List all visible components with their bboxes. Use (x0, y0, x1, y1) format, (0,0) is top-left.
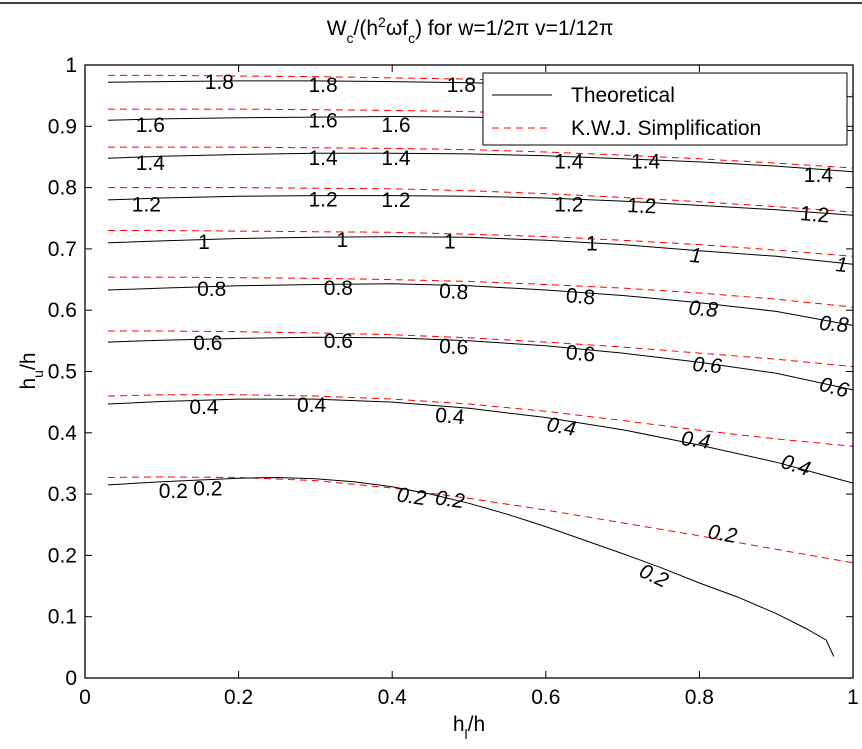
contour-label: 0.8 (565, 284, 596, 309)
contour-label: 0.4 (189, 396, 219, 419)
y-tick-label: 0.5 (48, 361, 77, 384)
x-tick-label: 0.4 (378, 686, 408, 709)
contour-label: 1.2 (308, 189, 337, 212)
y-tick-label: 0.4 (48, 422, 78, 445)
contour-label: 1.2 (627, 194, 657, 218)
contour-label: 1.4 (631, 151, 661, 174)
contour-label: 0.4 (434, 404, 465, 429)
y-tick-label: 0 (65, 667, 77, 690)
legend-label-theoretical: Theoretical (571, 84, 675, 107)
contour-label: 1.8 (447, 74, 476, 97)
contour-label: 0.6 (692, 353, 723, 378)
y-tick-label: 0.6 (48, 299, 77, 322)
contour-label: 0.8 (688, 297, 719, 322)
contour-label: 1.4 (308, 147, 338, 170)
contour-label: 0.6 (565, 341, 596, 366)
contour-label: 1.4 (381, 147, 411, 170)
y-tick-label: 0.3 (48, 483, 77, 506)
y-tick-label: 0.1 (48, 606, 77, 629)
contour-label: 1.2 (132, 194, 161, 217)
contour-label: 0.8 (197, 278, 226, 301)
contour-label: 0.6 (193, 332, 222, 355)
contour-label: 1.8 (308, 74, 337, 97)
x-tick-label: 0.2 (224, 686, 253, 709)
plot-area (85, 65, 853, 678)
contour-label: 1.4 (136, 152, 166, 175)
contour-label: 0.8 (818, 312, 849, 337)
x-tick-label: 0.8 (685, 686, 714, 709)
contour-label: 1.2 (554, 194, 583, 217)
contour-label: 1 (586, 233, 598, 256)
y-tick-label: 0.2 (48, 544, 77, 567)
contour-label: 1.4 (804, 164, 834, 187)
y-tick-label: 0.9 (48, 115, 77, 138)
contour-label: 0.2 (159, 480, 188, 503)
contour-label: 0.2 (434, 486, 466, 513)
contour-label: 1 (689, 244, 703, 268)
contour-label: 0.8 (324, 277, 353, 300)
contour-label: 1.6 (136, 114, 165, 137)
contour-label: 1.2 (799, 202, 830, 227)
contour-label: 0.2 (395, 483, 427, 510)
y-tick-label: 0.7 (48, 238, 77, 261)
contour-label: 1 (336, 229, 348, 252)
contour-label: 1.8 (205, 71, 234, 94)
x-tick-label: 1 (847, 686, 859, 709)
x-tick-label: 0 (79, 686, 91, 709)
contour-label: 1.6 (308, 110, 337, 133)
contour-label: 1 (835, 253, 849, 277)
contour-label: 0.8 (438, 280, 468, 304)
legend: Theoretical K.W.J. Simplification (483, 73, 847, 145)
contour-label: 0.4 (297, 394, 327, 417)
contour-label: 0.4 (680, 427, 712, 454)
y-tick-label: 1 (65, 54, 77, 77)
contour-label: 0.6 (438, 335, 468, 359)
contour-label: 0.2 (193, 477, 222, 500)
y-tick-label: 0.8 (48, 177, 77, 200)
contour-label: 1.6 (381, 114, 410, 137)
contour-label: 0.6 (324, 330, 353, 353)
contour-label: 1.2 (381, 189, 410, 212)
x-tick-label: 0.6 (531, 686, 560, 709)
legend-label-kwj: K.W.J. Simplification (571, 117, 761, 140)
contour-label: 1.4 (554, 151, 584, 174)
contour-label: 1 (444, 230, 456, 253)
contour-label: 1 (198, 231, 210, 254)
